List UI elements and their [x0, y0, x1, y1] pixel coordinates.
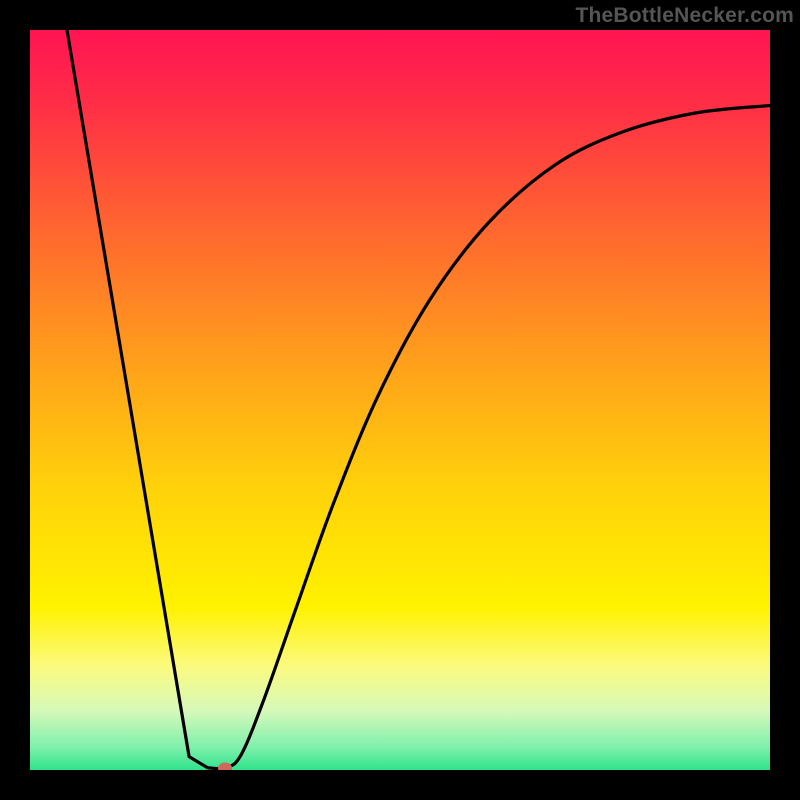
chart-root: TheBottleNecker.com [0, 0, 800, 800]
plot-area [30, 30, 770, 770]
watermark-text: TheBottleNecker.com [575, 4, 794, 28]
curve-svg [30, 30, 770, 770]
minimum-marker [218, 762, 232, 770]
bottleneck-curve [67, 30, 770, 769]
